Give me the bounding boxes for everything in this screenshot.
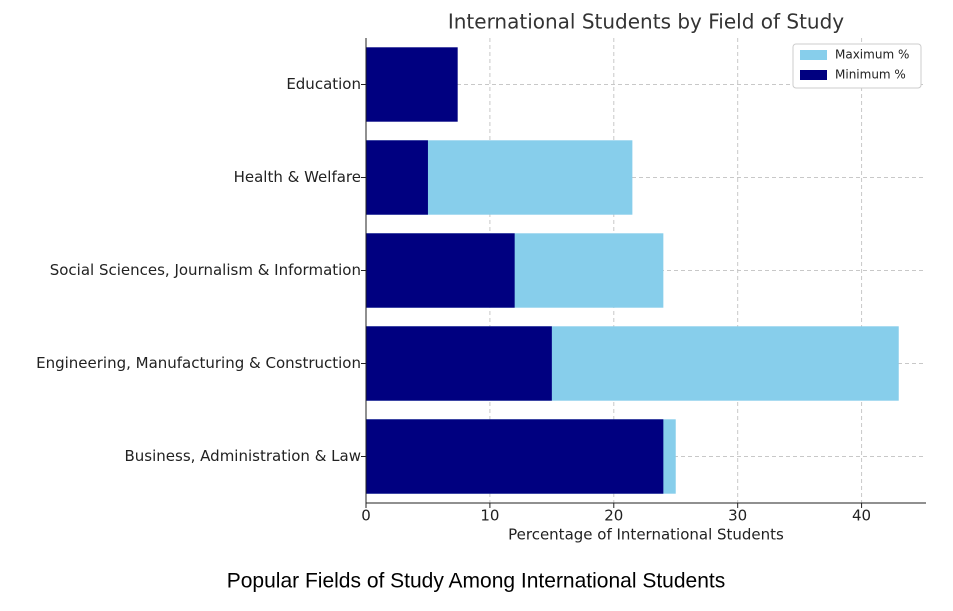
- y-tick-label: Business, Administration & Law: [125, 447, 362, 465]
- caption: Popular Fields of Study Among Internatio…: [227, 570, 725, 593]
- bar: [366, 419, 664, 494]
- legend-label: Maximum %: [835, 48, 909, 62]
- y-tick-label: Social Sciences, Journalism & Informatio…: [50, 261, 361, 279]
- x-tick-label: 30: [728, 507, 747, 525]
- y-tick-label: Education: [286, 75, 361, 93]
- y-tick-label: Health & Welfare: [234, 168, 361, 186]
- bar: [366, 233, 515, 308]
- x-tick-label: 40: [852, 507, 871, 525]
- x-tick-label: 10: [480, 507, 499, 525]
- legend-swatch: [800, 70, 827, 80]
- y-tick-label: Engineering, Manufacturing & Constructio…: [36, 354, 361, 372]
- bar: [366, 47, 458, 122]
- bar: [366, 140, 428, 215]
- legend-swatch: [800, 50, 827, 60]
- x-axis-label: Percentage of International Students: [508, 526, 784, 544]
- chart-title: International Students by Field of Study: [448, 10, 844, 34]
- x-tick-label: 0: [361, 507, 371, 525]
- legend-label: Minimum %: [835, 68, 906, 82]
- bar: [366, 326, 552, 401]
- x-tick-label: 20: [604, 507, 623, 525]
